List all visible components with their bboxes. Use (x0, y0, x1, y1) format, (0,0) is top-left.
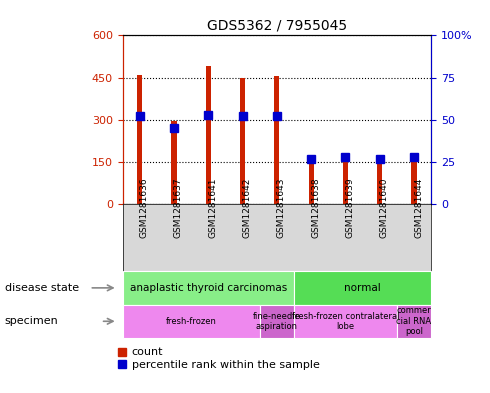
Text: GSM1281636: GSM1281636 (140, 177, 148, 238)
Text: GSM1281642: GSM1281642 (243, 178, 251, 238)
Text: disease state: disease state (5, 283, 79, 293)
Bar (122, 271, 294, 305)
Text: commer
cial RNA
pool: commer cial RNA pool (396, 307, 432, 336)
Text: anaplastic thyroid carcinomas: anaplastic thyroid carcinomas (130, 283, 287, 293)
Bar (260, 305, 294, 338)
Text: GSM1281644: GSM1281644 (414, 178, 423, 238)
Bar (294, 271, 431, 305)
Bar (343, 159, 348, 204)
Legend: count, percentile rank within the sample: count, percentile rank within the sample (118, 347, 319, 370)
Bar (122, 305, 260, 338)
Bar (412, 159, 416, 204)
Text: GSM1281640: GSM1281640 (380, 178, 389, 238)
Bar (397, 305, 431, 338)
Bar (294, 305, 397, 338)
Bar (137, 75, 142, 204)
Bar (309, 161, 314, 204)
Bar (206, 66, 211, 204)
Bar (274, 76, 279, 204)
Text: normal: normal (344, 283, 381, 293)
Text: GSM1281637: GSM1281637 (174, 177, 183, 238)
Title: GDS5362 / 7955045: GDS5362 / 7955045 (207, 19, 347, 33)
Text: specimen: specimen (5, 316, 59, 326)
Text: GSM1281641: GSM1281641 (208, 178, 217, 238)
Bar (172, 121, 176, 204)
Text: fresh-frozen contralateral
lobe: fresh-frozen contralateral lobe (292, 312, 399, 331)
Text: fine-needle
aspiration: fine-needle aspiration (253, 312, 301, 331)
Text: GSM1281643: GSM1281643 (277, 178, 286, 238)
Text: GSM1281638: GSM1281638 (311, 177, 320, 238)
Text: GSM1281639: GSM1281639 (345, 177, 354, 238)
Bar (377, 160, 382, 204)
Bar (240, 78, 245, 204)
Text: fresh-frozen: fresh-frozen (166, 317, 217, 326)
